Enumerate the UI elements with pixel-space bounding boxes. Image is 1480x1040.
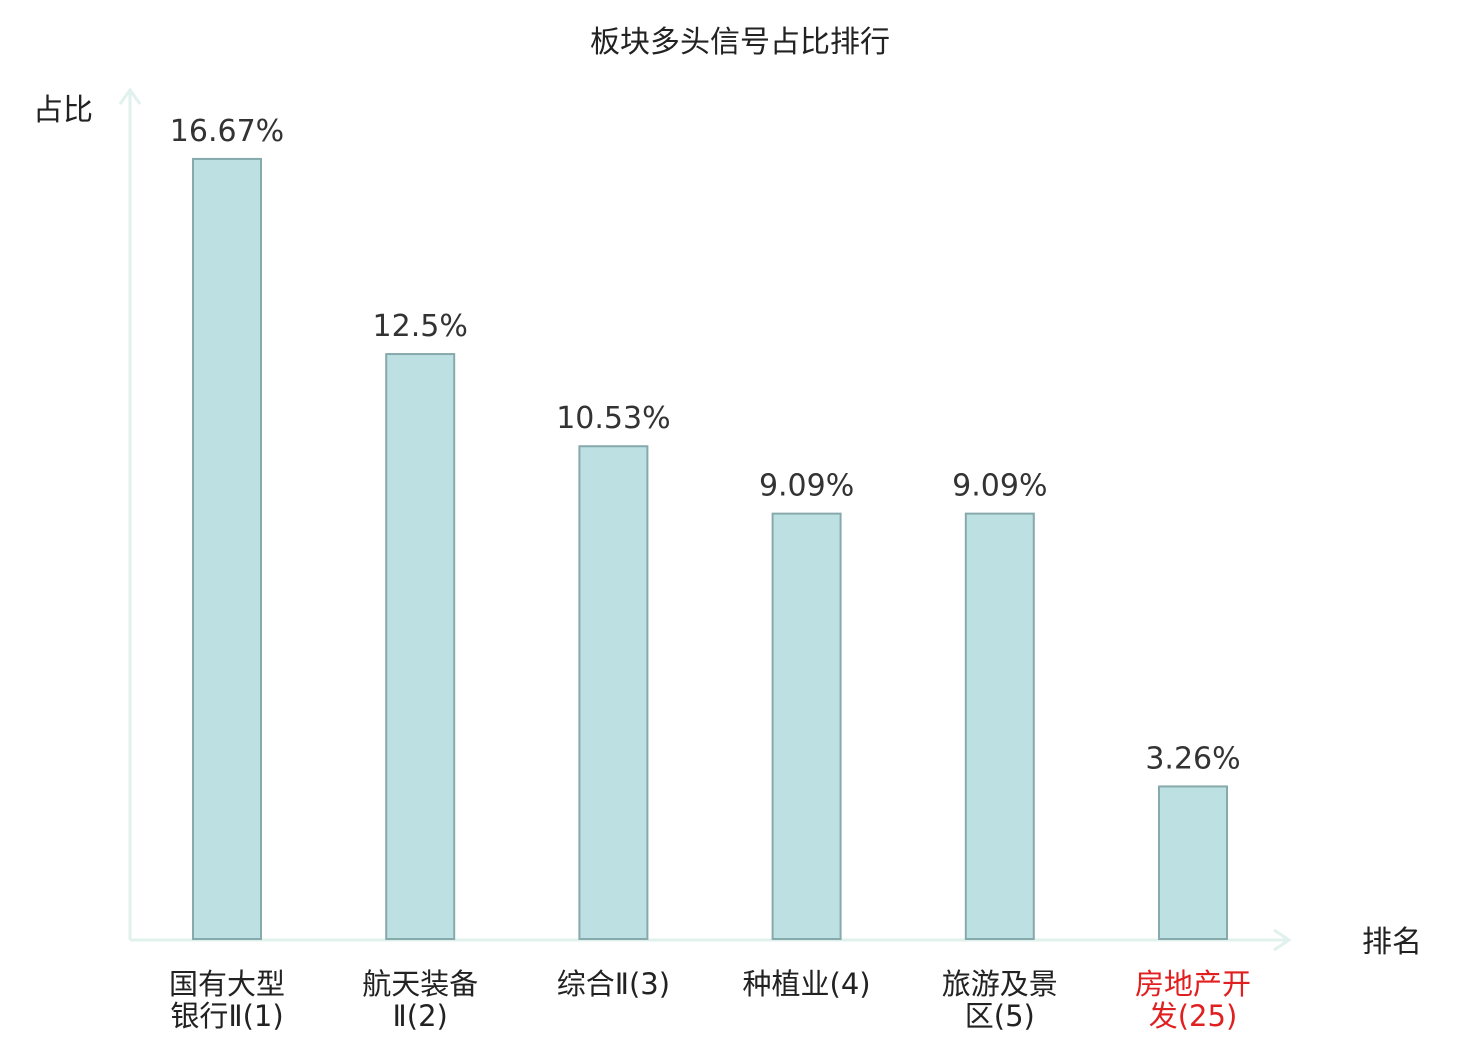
data-label: 3.26% [1145,741,1240,776]
x-axis-arrow-icon [1273,928,1292,952]
bar [964,512,1035,940]
category-label: 综合Ⅱ(3) [557,967,670,1001]
category-label-line: 旅游及景 [942,967,1058,1001]
category-label-line: 发(25) [1149,999,1238,1033]
category-label: 航天装备 Ⅱ(2) [362,967,478,1033]
category-label: 房地产开发(25) [1135,967,1251,1033]
data-label: 12.5% [373,309,468,344]
x-axis [130,928,1292,952]
category-label-line: 国有大型 [169,967,285,1001]
category-labels-group: 国有大型银行Ⅱ(1) 航天装备 Ⅱ(2) 综合Ⅱ(3) 种植业(4) 旅游及景区(5) 房地… [169,967,1251,1033]
bar [385,353,456,940]
category-label-line: 银行Ⅱ(1) [170,999,283,1033]
category-label: 国有大型银行Ⅱ(1) [169,967,285,1033]
y-axis [118,87,142,940]
data-label: 16.67% [170,114,284,149]
chart-title: 板块多头信号占比排行 [590,25,890,60]
y-axis-arrow-icon [118,87,142,105]
bar [192,157,262,941]
category-label-line: 区(5) [965,999,1035,1033]
x-axis-label: 排名 [1362,925,1422,960]
category-label-line: 种植业(4) [743,967,871,1001]
data-label: 9.09% [759,469,854,504]
data-label: 9.09% [952,469,1047,504]
category-label-line: 房地产开 [1135,967,1251,1001]
y-axis-label: 占比 [33,93,93,128]
category-label-line: Ⅱ(2) [393,999,448,1033]
category-label-line: 综合Ⅱ(3) [557,967,670,1001]
data-label: 10.53% [556,401,670,436]
category-label-line: 航天装备 [362,967,478,1001]
category-label: 旅游及景区(5) [942,967,1058,1033]
bar [578,445,649,940]
category-label: 种植业(4) [743,967,871,1001]
value-labels-group: 16.67% 12.5% 10.53% 9.09% 9.09% 3.26% [170,114,1241,777]
bar [1158,785,1228,940]
bars-group [192,157,1228,941]
bar [771,512,842,940]
